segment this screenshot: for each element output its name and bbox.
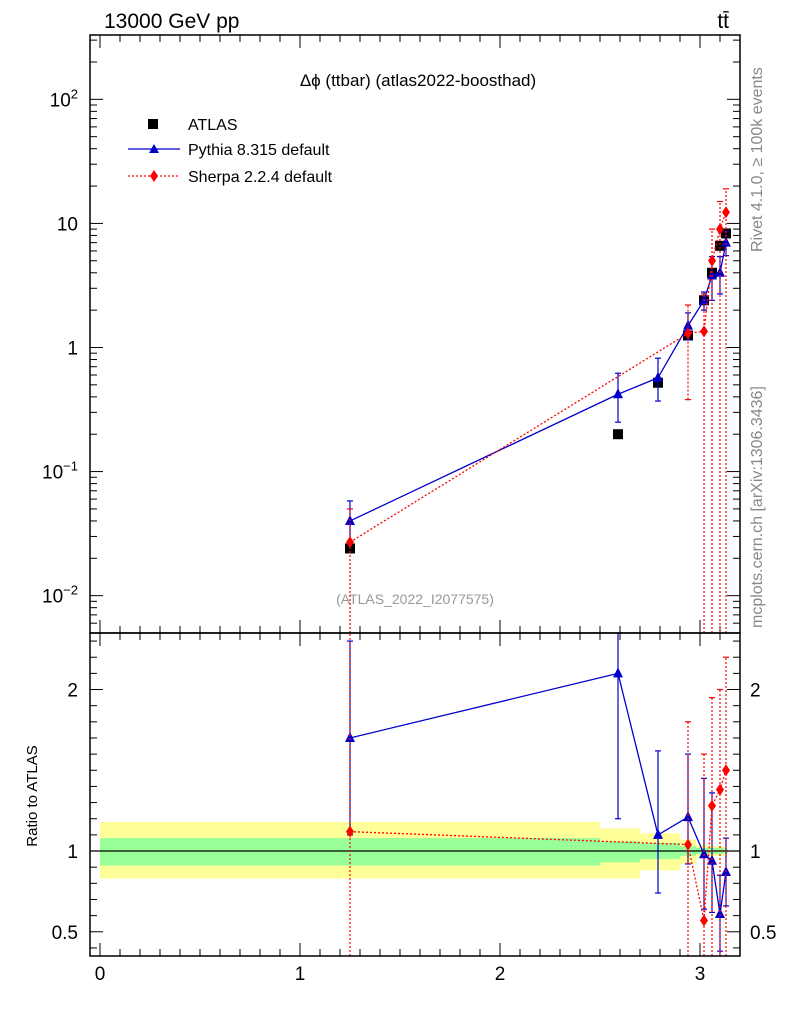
ratio-point xyxy=(684,838,692,851)
ratio-point xyxy=(346,825,354,838)
data-point xyxy=(683,319,693,330)
ratio-point xyxy=(613,667,623,678)
x-tick-label: 3 xyxy=(695,964,706,985)
ratio-y-tick-label-right: 0.5 xyxy=(750,923,776,944)
data-point xyxy=(716,223,724,236)
ratio-panel: 0.5 0.5 1 1 2 2 0 1 2 3 Ratio to ATLAS xyxy=(24,632,776,985)
legend-sherpa-marker xyxy=(150,170,158,182)
data-point xyxy=(707,269,717,280)
legend: ATLAS Pythia 8.315 default Sherpa 2.2.4 … xyxy=(128,117,333,186)
ratio-y-tick-label-left: 0.5 xyxy=(52,923,78,944)
side-mcplots-text: mcplots.cern.ch [arXiv:1306.3436] xyxy=(749,386,766,628)
main-title: Δϕ (ttbar) (atlas2022-boosthad) xyxy=(300,71,536,90)
x-tick-label: 2 xyxy=(495,964,506,985)
x-tick-label: 1 xyxy=(295,964,306,985)
ratio-y-tick-label-left: 1 xyxy=(67,842,78,863)
data-point xyxy=(346,536,354,549)
data-point xyxy=(721,236,731,247)
stat-uncertainty-band xyxy=(600,841,640,863)
data-point xyxy=(613,429,623,440)
ratio-point xyxy=(683,811,693,822)
ratio-point xyxy=(716,783,724,796)
y-tick-label: 1 xyxy=(67,338,78,359)
data-point xyxy=(653,371,663,382)
ratio-frame xyxy=(89,632,741,957)
ratio-point xyxy=(700,914,708,927)
data-point xyxy=(708,254,716,267)
y-tick-label: 10−1 xyxy=(42,459,78,484)
ratio-point xyxy=(345,731,355,742)
ratio-point xyxy=(699,848,709,859)
series-line-2 xyxy=(349,212,727,543)
legend-pythia-marker xyxy=(149,144,159,153)
data-point xyxy=(715,240,725,251)
ratio-line-0 xyxy=(349,672,727,915)
data-point xyxy=(684,327,692,340)
y-tick-label: 102 xyxy=(50,86,78,111)
watermark: (ATLAS_2022_I2077575) xyxy=(336,591,494,607)
main-panel: 102 10 1 10−1 10−2 Δϕ (ttbar) (atlas2022-boo… xyxy=(42,34,741,634)
data-point xyxy=(613,388,623,399)
data-point xyxy=(722,206,730,219)
ratio-y-tick-label-right: 2 xyxy=(750,681,761,702)
ratio-ylabel: Ratio to ATLAS xyxy=(24,745,41,846)
x-tick-label: 0 xyxy=(95,964,106,985)
ratio-point xyxy=(708,799,716,812)
series-line-1 xyxy=(349,242,727,522)
legend-pythia-label: Pythia 8.315 default xyxy=(188,142,330,159)
legend-atlas-marker xyxy=(148,119,158,129)
ratio-y-tick-label-left: 2 xyxy=(67,681,78,702)
y-tick-label: 10−2 xyxy=(42,583,78,608)
header-right: tt̄ xyxy=(717,10,729,33)
ratio-point xyxy=(715,908,725,919)
legend-sherpa-label: Sherpa 2.2.4 default xyxy=(188,169,333,186)
ratio-y-tick-label-right: 1 xyxy=(750,842,761,863)
y-tick-label: 10 xyxy=(57,214,78,235)
side-rivet-text: Rivet 4.1.0, ≥ 100k events xyxy=(749,67,766,252)
header-left: 13000 GeV pp xyxy=(104,10,239,33)
data-point xyxy=(700,325,708,338)
ratio-point xyxy=(722,764,730,777)
legend-atlas-label: ATLAS xyxy=(188,117,238,134)
ratio-point xyxy=(653,828,663,839)
